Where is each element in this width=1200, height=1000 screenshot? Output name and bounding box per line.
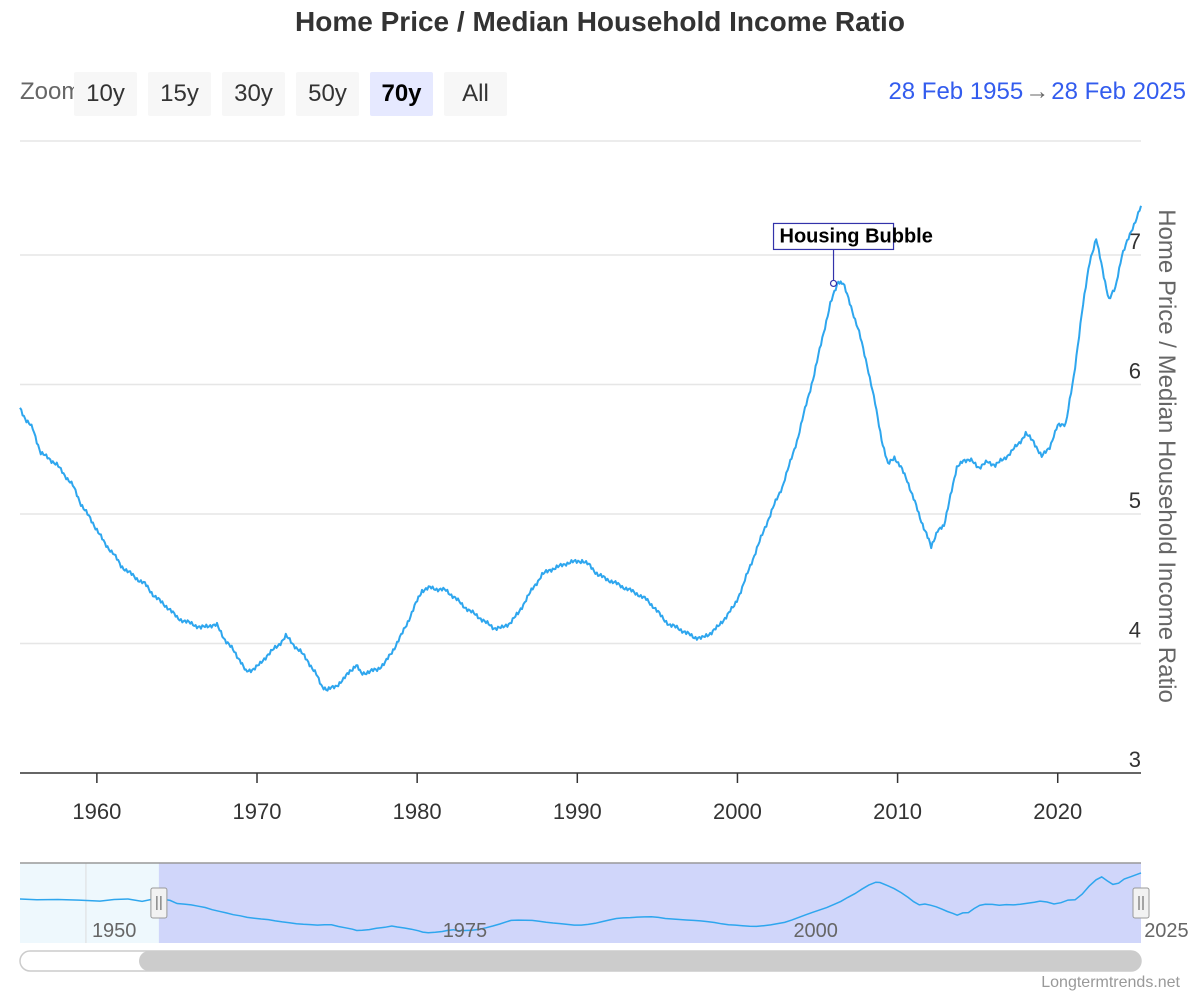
navigator-series	[19, 872, 1142, 934]
x-tick-label: 2000	[713, 799, 762, 824]
navigator-selected-range[interactable]	[158, 863, 1142, 943]
date-range-display: 28 Feb 1955→28 Feb 2025	[888, 78, 1186, 106]
zoom-button-10y[interactable]: 10y	[74, 72, 137, 116]
range-from-date[interactable]: 28 Feb 1955	[888, 78, 1024, 105]
navigator-tick-label: 1975	[443, 920, 488, 942]
y-tick-label: 4	[1129, 617, 1141, 642]
navigator-tick-label: 1950	[92, 920, 137, 942]
series-layer	[19, 205, 1142, 692]
y-tick-label: 7	[1129, 229, 1141, 254]
scrollbar-thumb[interactable]	[139, 951, 1141, 971]
navigator[interactable]: 1950 1975 2000 2025	[19, 862, 1189, 943]
zoom-label: Zoom	[20, 78, 82, 105]
x-tick-label: 2010	[873, 799, 922, 824]
x-tick-label: 1970	[233, 799, 282, 824]
credit-link[interactable]: Longtermtrends.net	[1041, 974, 1180, 991]
x-axis-ticks: 1960 1970 1980 1990 2000 2010 2020	[72, 773, 1082, 824]
annotation: Housing Bubble	[772, 222, 933, 288]
x-tick-label: 1960	[72, 799, 121, 824]
zoom-button-all[interactable]: All	[444, 72, 507, 116]
zoom-button-15y[interactable]: 15y	[148, 72, 211, 116]
annotation-point	[829, 279, 838, 288]
navigator-series-line	[19, 872, 1142, 934]
grid-lines	[20, 254, 1141, 645]
y-tick-label: 3	[1129, 747, 1141, 772]
x-tick-label: 2020	[1033, 799, 1082, 824]
handle-grip[interactable]	[150, 887, 168, 919]
zoom-button-50y[interactable]: 50y	[296, 72, 359, 116]
y-tick-label: 6	[1129, 358, 1141, 383]
y-tick-label: 5	[1129, 488, 1141, 513]
navigator-tick-label: 2025	[1144, 920, 1189, 942]
navigator-handle-left[interactable]	[150, 887, 168, 919]
zoom-button-70y[interactable]: 70y	[370, 72, 433, 116]
annotation-box[interactable]	[772, 222, 895, 251]
navigator-handle-right[interactable]	[1132, 887, 1150, 919]
series-line[interactable]	[19, 205, 1142, 692]
navigator-axis-labels: 1950 1975 2000 2025	[92, 920, 1189, 942]
x-tick-label: 1980	[393, 799, 442, 824]
range-to-date[interactable]: 28 Feb 2025	[1051, 78, 1186, 105]
range-separator: →	[1025, 78, 1050, 105]
handle-grip[interactable]	[1132, 887, 1150, 919]
chart-title: Home Price / Median Household Income Rat…	[295, 6, 905, 37]
x-tick-label: 1990	[553, 799, 602, 824]
annotation-label: Housing Bubble	[780, 225, 933, 247]
navigator-tick-label: 2000	[793, 920, 838, 942]
y-axis-ticks: 3 4 5 6 7	[1129, 229, 1141, 772]
zoom-button-30y[interactable]: 30y	[222, 72, 285, 116]
y-axis-label: Home Price / Median Household Income Rat…	[1153, 209, 1180, 703]
